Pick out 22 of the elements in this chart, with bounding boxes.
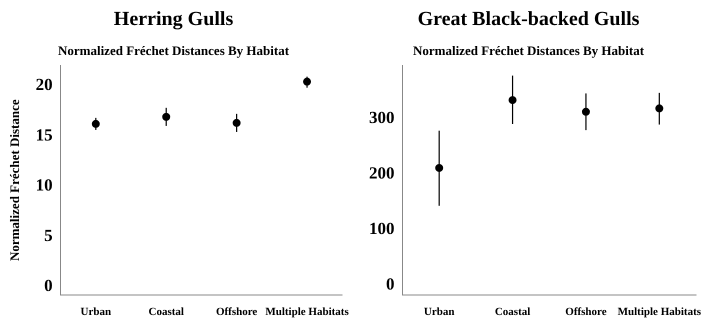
y-tick-label: 5: [44, 226, 53, 245]
x-tick-label: Urban: [80, 306, 112, 318]
chart-subtitle: Normalized Fréchet Distances By Habitat: [58, 43, 290, 58]
x-tick-label: Offshore: [565, 306, 607, 318]
x-tick-label: Coastal: [494, 306, 530, 318]
y-tick-label: 100: [369, 219, 394, 238]
y-tick-label: 10: [36, 176, 53, 195]
x-tick-label: Offshore: [216, 306, 258, 318]
y-tick-label: 20: [36, 75, 53, 94]
x-tick-label: Multiple Habitats: [265, 306, 350, 318]
chart-title: Herring Gulls: [114, 8, 234, 30]
y-tick-label: 15: [36, 125, 53, 144]
y-axis-title: Normalized Fréchet Distance: [7, 99, 22, 262]
chart-subtitle: Normalized Fréchet Distances By Habitat: [412, 43, 645, 58]
y-tick-label: 200: [369, 163, 394, 182]
y-tick-label: 300: [369, 108, 394, 127]
x-tick-label: Multiple Habitats: [618, 306, 702, 318]
y-tick-label: 0: [386, 274, 394, 294]
x-tick-label: Urban: [424, 306, 454, 318]
chart-title: Great Black-backed Gulls: [418, 8, 640, 30]
y-tick-label: 0: [44, 276, 53, 296]
x-tick-label: Coastal: [148, 306, 184, 318]
